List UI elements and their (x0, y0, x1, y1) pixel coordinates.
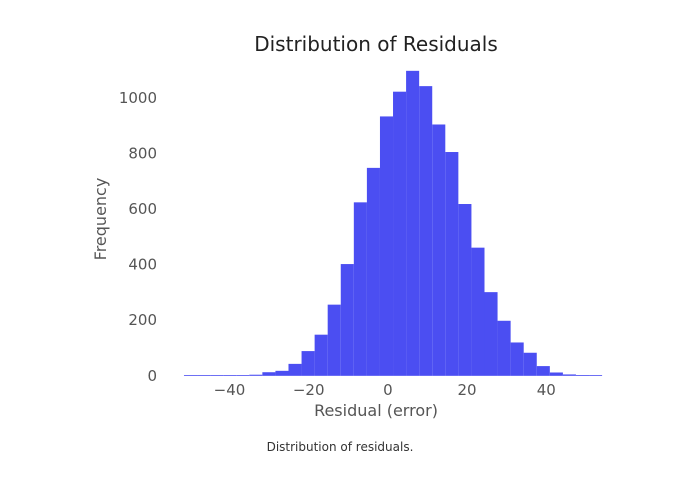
histogram-bar (432, 124, 446, 376)
histogram-bar (353, 202, 367, 376)
histogram-bar (249, 374, 263, 376)
histogram-bar (419, 86, 433, 376)
y-axis-label: Frequency (91, 178, 110, 261)
histogram-bar (523, 352, 537, 376)
histogram-bar (327, 304, 341, 376)
y-tick-label: 400 (128, 256, 157, 274)
histogram-bar (562, 374, 576, 376)
histogram-bar (471, 247, 485, 376)
x-tick-label: −40 (214, 381, 246, 399)
histogram-bar (366, 167, 380, 376)
x-axis-ticks: −40 −20 0 20 40 (214, 381, 556, 399)
histogram-bar (275, 370, 289, 376)
figure-caption: Distribution of residuals. (266, 440, 414, 454)
y-axis-ticks: 0 200 400 600 800 1000 (119, 89, 157, 385)
histogram-bar (262, 372, 276, 376)
histogram-bar (445, 152, 459, 376)
histogram-bar (223, 375, 237, 376)
y-tick-label: 200 (128, 311, 157, 329)
histogram-bar (458, 204, 472, 376)
histogram-bar (210, 375, 224, 376)
y-tick-label: 600 (128, 200, 157, 218)
x-axis-label: Residual (error) (314, 401, 438, 420)
histogram-bar (575, 375, 590, 376)
histogram-bar (183, 375, 198, 376)
y-tick-label: 800 (128, 144, 157, 162)
histogram-bar (510, 342, 524, 376)
y-tick-label: 0 (147, 367, 157, 385)
histogram-bar (484, 292, 498, 376)
histogram-bar (589, 375, 603, 376)
histogram-bar (340, 264, 354, 376)
histogram-bar (393, 91, 407, 376)
x-tick-label: 0 (383, 381, 393, 399)
histogram-bar (536, 366, 550, 376)
x-tick-label: 20 (458, 381, 477, 399)
x-tick-label: −20 (293, 381, 325, 399)
histogram-bar (314, 334, 328, 376)
x-tick-label: 40 (537, 381, 556, 399)
y-tick-label: 1000 (119, 89, 157, 107)
histogram-bar (379, 116, 394, 376)
histogram-bar (197, 375, 211, 376)
histogram-bar (288, 363, 302, 376)
histogram-bar (406, 70, 420, 376)
histogram-bars (183, 70, 603, 376)
histogram-bar (236, 375, 250, 376)
histogram-bar (497, 320, 511, 376)
chart-title: Distribution of Residuals (254, 32, 498, 56)
histogram-bar (301, 351, 315, 376)
histogram-bar (549, 372, 563, 376)
